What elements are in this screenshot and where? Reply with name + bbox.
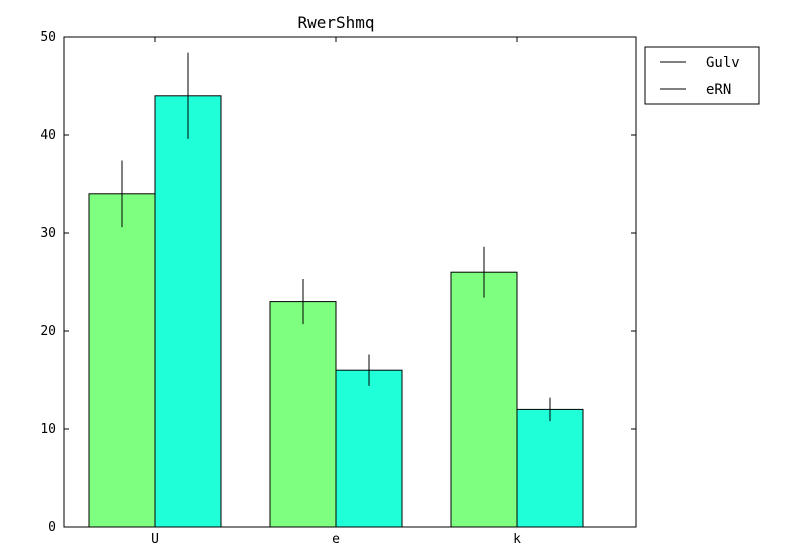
bar-ern-k <box>516 408 584 528</box>
bar-gulv-U <box>88 193 156 528</box>
legend-box <box>644 46 760 105</box>
x-tick-label: U <box>151 532 159 547</box>
x-tick-label: k <box>513 532 521 547</box>
y-tick-label: 30 <box>40 226 56 241</box>
chart-title: RwerShmq <box>297 13 374 32</box>
legend-label: eRN <box>706 82 731 98</box>
y-tick-label: 40 <box>40 128 56 143</box>
bar-gulv-e <box>269 301 337 528</box>
legend: Gulv eRN <box>644 46 760 105</box>
y-tick-label: 10 <box>40 422 56 437</box>
y-tick-label: 50 <box>40 30 56 45</box>
bar-gulv-k <box>450 271 518 528</box>
y-tick-label: 20 <box>40 324 56 339</box>
plot-frame <box>63 36 637 528</box>
x-tick-label: e <box>332 532 340 547</box>
legend-label: Gulv <box>706 55 740 71</box>
bar-ern-U <box>154 95 222 528</box>
y-tick-label: 0 <box>48 520 56 535</box>
plot-area: 0 10 20 30 40 50 U e k <box>40 30 637 547</box>
bar-ern-e <box>335 369 403 528</box>
